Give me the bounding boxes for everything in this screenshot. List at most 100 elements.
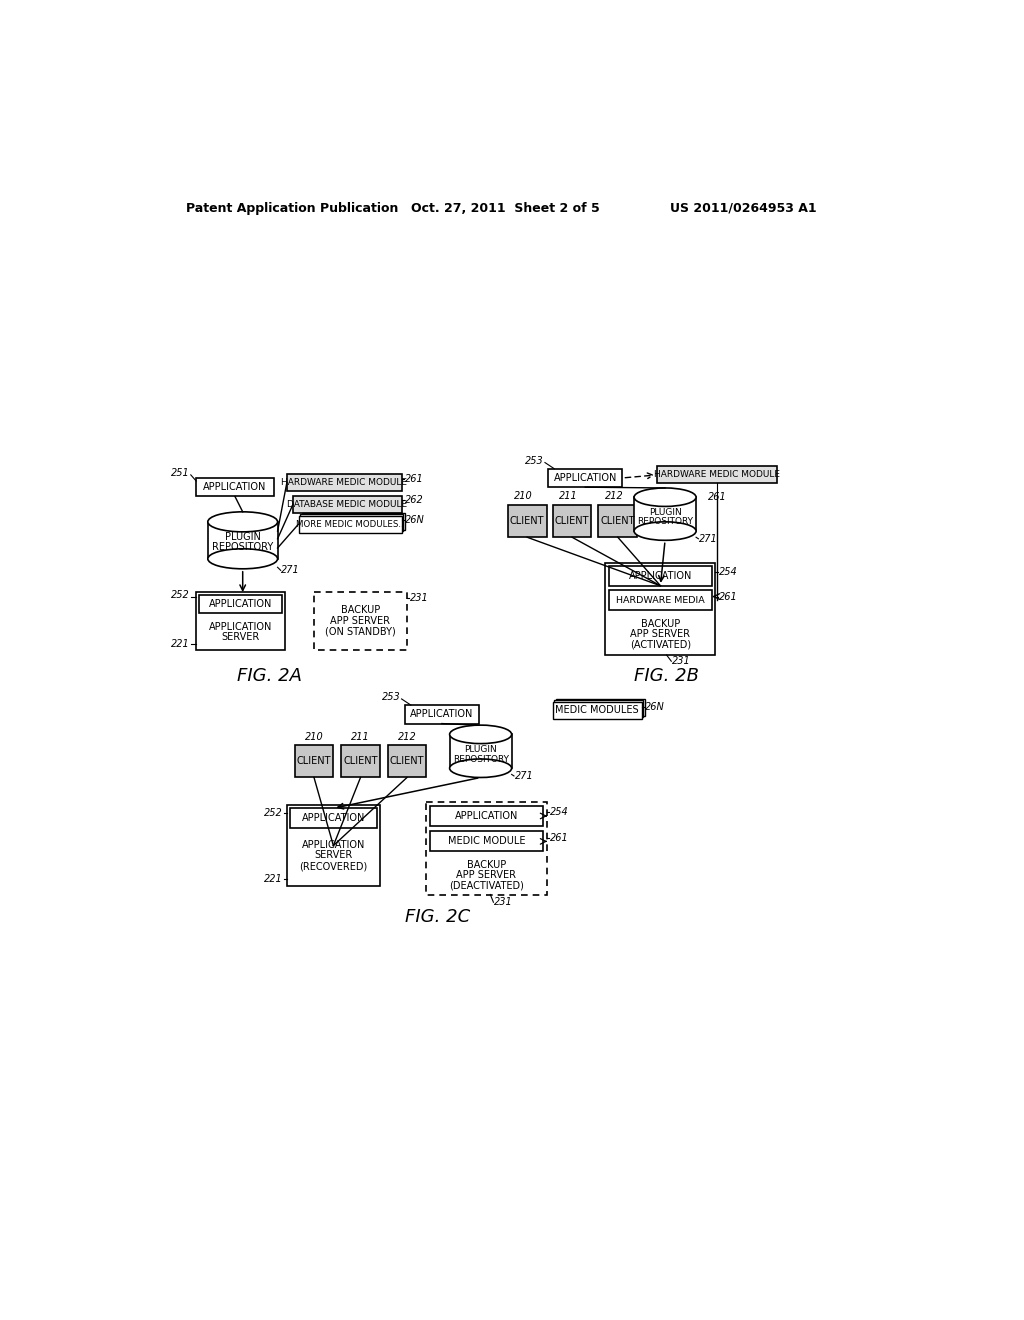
Text: 251: 251 [171,469,190,478]
FancyBboxPatch shape [302,512,404,529]
Ellipse shape [208,512,278,532]
Text: CLIENT: CLIENT [297,756,331,767]
Text: 262: 262 [404,495,424,506]
FancyBboxPatch shape [295,744,334,777]
Text: 231: 231 [672,656,691,667]
FancyBboxPatch shape [287,805,380,886]
Text: APPLICATION: APPLICATION [629,570,692,581]
Text: REPOSITORY: REPOSITORY [637,517,693,527]
Text: REPOSITORY: REPOSITORY [212,543,273,552]
Text: 253: 253 [382,693,400,702]
FancyBboxPatch shape [314,591,407,649]
FancyBboxPatch shape [290,808,377,829]
Text: 211: 211 [351,731,370,742]
Text: (ACTIVATED): (ACTIVATED) [630,639,691,649]
Text: 210: 210 [304,731,324,742]
Text: 211: 211 [559,491,578,502]
FancyBboxPatch shape [293,496,401,512]
Text: 252: 252 [264,808,283,818]
Text: 261: 261 [404,474,424,483]
Text: APPLICATION: APPLICATION [203,482,266,492]
Text: APPLICATION: APPLICATION [411,709,473,719]
FancyBboxPatch shape [426,803,547,895]
Text: 231: 231 [410,593,429,603]
Text: APPLICATION: APPLICATION [209,622,272,632]
Text: 221: 221 [171,639,190,649]
FancyBboxPatch shape [556,700,645,715]
Text: APP SERVER: APP SERVER [631,630,690,639]
Text: 26N: 26N [404,515,424,525]
Text: APPLICATION: APPLICATION [209,599,272,610]
Text: 212: 212 [397,731,417,742]
Text: 212: 212 [604,491,624,502]
Text: BACKUP: BACKUP [341,606,380,615]
Text: APP SERVER: APP SERVER [457,870,516,880]
Text: PLUGIN: PLUGIN [224,532,261,543]
Text: 261: 261 [550,833,568,842]
Text: SERVER: SERVER [221,631,260,642]
FancyBboxPatch shape [605,562,716,655]
Text: SERVER: SERVER [314,850,352,861]
Ellipse shape [634,521,696,540]
Text: (RECOVERED): (RECOVERED) [299,862,368,871]
Text: PLUGIN: PLUGIN [464,746,497,754]
Text: 271: 271 [282,565,300,576]
FancyBboxPatch shape [197,478,273,496]
FancyBboxPatch shape [508,506,547,537]
Bar [634,498,696,531]
Text: 271: 271 [515,771,534,781]
Text: Oct. 27, 2011  Sheet 2 of 5: Oct. 27, 2011 Sheet 2 of 5 [411,202,600,215]
Text: 252: 252 [171,590,190,601]
Text: HARDWARE MEDIC MODULE: HARDWARE MEDIC MODULE [282,478,408,487]
FancyBboxPatch shape [554,701,643,718]
Text: (DEACTIVATED): (DEACTIVATED) [449,880,524,890]
Text: CLIENT: CLIENT [510,516,545,527]
Text: MEDIC MODULE: MEDIC MODULE [447,837,525,846]
Ellipse shape [634,488,696,507]
FancyBboxPatch shape [598,506,637,537]
FancyBboxPatch shape [608,590,713,610]
Text: FIG. 2A: FIG. 2A [237,667,301,685]
FancyBboxPatch shape [404,705,479,723]
Text: MORE MEDIC MODULES..: MORE MEDIC MODULES.. [296,520,403,528]
FancyBboxPatch shape [553,506,592,537]
Text: MEDIC MODULES: MEDIC MODULES [555,705,639,715]
Text: APP SERVER: APP SERVER [331,616,390,626]
Text: 271: 271 [699,533,718,544]
Text: 253: 253 [525,455,544,466]
Text: 231: 231 [495,898,513,907]
Text: 254: 254 [550,807,568,817]
Text: FIG. 2C: FIG. 2C [406,908,471,925]
FancyBboxPatch shape [430,832,543,851]
Text: APPLICATION: APPLICATION [455,810,518,821]
Text: CLIENT: CLIENT [555,516,590,527]
Text: HARDWARE MEDIA: HARDWARE MEDIA [616,595,705,605]
Bar [208,521,278,558]
Text: HARDWARE MEDIC MODULE: HARDWARE MEDIC MODULE [654,470,780,479]
Ellipse shape [450,759,512,777]
FancyBboxPatch shape [657,466,777,483]
FancyBboxPatch shape [287,474,401,491]
Text: CLIENT: CLIENT [390,756,424,767]
Text: 261: 261 [719,591,737,602]
FancyBboxPatch shape [197,591,286,649]
Text: 221: 221 [264,874,283,884]
Text: REPOSITORY: REPOSITORY [453,755,509,763]
Ellipse shape [450,725,512,743]
Text: Patent Application Publication: Patent Application Publication [186,202,398,215]
Text: (ON STANDBY): (ON STANDBY) [326,627,396,638]
FancyBboxPatch shape [300,515,403,531]
Text: 254: 254 [719,566,737,577]
Text: APPLICATION: APPLICATION [302,841,366,850]
FancyBboxPatch shape [299,516,401,533]
FancyBboxPatch shape [388,744,426,777]
Ellipse shape [208,549,278,569]
FancyBboxPatch shape [430,807,543,826]
Text: CLIENT: CLIENT [343,756,378,767]
FancyBboxPatch shape [548,469,623,487]
Text: US 2011/0264953 A1: US 2011/0264953 A1 [671,202,817,215]
Text: CLIENT: CLIENT [600,516,635,527]
Text: BACKUP: BACKUP [467,861,506,870]
Text: PLUGIN: PLUGIN [648,508,681,517]
Text: DATABASE MEDIC MODULE: DATABASE MEDIC MODULE [288,500,408,508]
